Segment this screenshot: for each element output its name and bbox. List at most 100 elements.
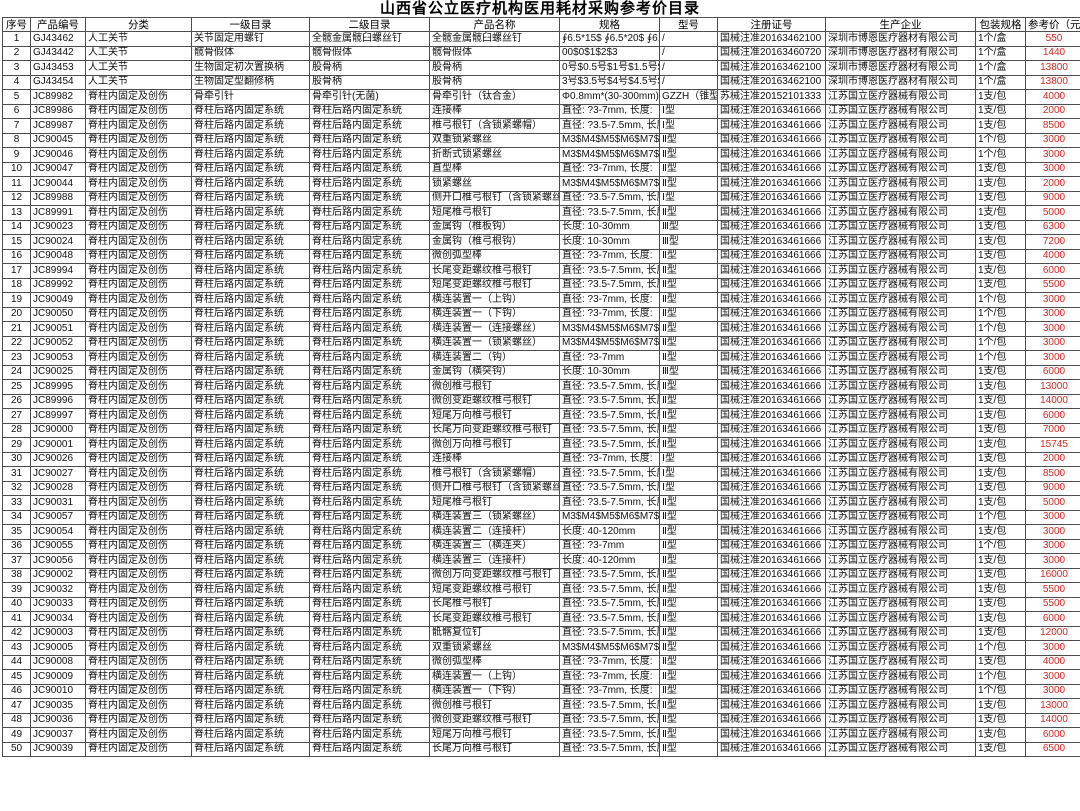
table-cell: 1个/包 — [975, 306, 1026, 322]
table-cell: 骨牵引针（钛合金） — [429, 89, 560, 105]
table-cell: 3000 — [1025, 306, 1080, 322]
table-cell: 国械注准20163462100 — [717, 31, 826, 47]
table-cell: 45 — [2, 669, 31, 685]
table-cell: 脊柱后路内固定系统 — [309, 292, 430, 308]
table-cell: 1个/盒 — [975, 45, 1026, 61]
table-cell: JC90008 — [30, 654, 86, 670]
table-cell: 国械注准20163461666 — [717, 640, 826, 656]
table-cell: 脊柱内固定及创伤 — [85, 640, 192, 656]
table-cell: 国械注准20163461666 — [717, 321, 826, 337]
table-cell: JC90009 — [30, 669, 86, 685]
table-cell: 1支/包 — [975, 480, 1026, 496]
table-cell: 脊柱后路内固定系统 — [191, 118, 310, 134]
table-cell: 国械注准20163461666 — [717, 335, 826, 351]
table-cell: 长尾椎弓根钉 — [429, 596, 560, 612]
table-cell: 横连装置二（连接杆） — [429, 524, 560, 540]
table-cell: 金属钩（椎弓根钩） — [429, 234, 560, 250]
table-cell: 脊柱后路内固定系统 — [191, 727, 310, 743]
table-cell: M3$M4$M5$M6$M7$M8 — [559, 640, 660, 656]
table-cell: 国械注准20163461666 — [717, 306, 826, 322]
table-cell: 脊柱后路内固定系统 — [309, 611, 430, 627]
table-cell: 8500 — [1025, 118, 1080, 134]
table-cell: 国械注准20163461666 — [717, 292, 826, 308]
table-cell: 脊柱内固定及创伤 — [85, 437, 192, 453]
table-cell: 短尾万向椎弓根钉 — [429, 408, 560, 424]
table-cell: 江苏国立医疗器械有限公司 — [825, 379, 976, 395]
table-cell: 短尾变距螺纹椎弓根钉 — [429, 277, 560, 293]
table-row: 15 JC90024 脊柱内固定及创伤 脊柱后路内固定系统 脊柱后路内固定系统 金属钩（椎… — [2, 234, 1080, 250]
table-cell: 直径: ?3-7mm, 长度: — [559, 654, 660, 670]
table-cell: 脊柱内固定及创伤 — [85, 683, 192, 699]
table-cell: 国械注准20163461666 — [717, 538, 826, 554]
table-cell: 3000 — [1025, 321, 1080, 337]
table-cell: Ⅱ型 — [659, 205, 718, 221]
table-cell: 脊柱后路内固定系统 — [191, 103, 310, 119]
table-cell: 江苏国立医疗器械有限公司 — [825, 321, 976, 337]
table-cell: 24 — [2, 364, 31, 380]
table-cell: 椎弓根钉（含锁紧螺帽） — [429, 466, 560, 482]
table-cell: 脊柱后路内固定系统 — [309, 364, 430, 380]
table-cell: 长尾变距螺纹椎弓根钉 — [429, 263, 560, 279]
table-cell: 1个/包 — [975, 292, 1026, 308]
table-cell: 生物固定型翻修柄 — [191, 74, 310, 90]
table-cell: 江苏国立医疗器械有限公司 — [825, 263, 976, 279]
table-row: 31 JC90027 脊柱内固定及创伤 脊柱后路内固定系统 脊柱后路内固定系统 椎弓根钉（… — [2, 466, 1080, 482]
table-cell: JC90034 — [30, 611, 86, 627]
table-cell: 脊柱后路内固定系统 — [309, 524, 430, 540]
table-cell: 10 — [2, 161, 31, 177]
table-row: 37 JC90056 脊柱内固定及创伤 脊柱后路内固定系统 脊柱后路内固定系统 横连装置三… — [2, 553, 1080, 569]
table-cell: 17 — [2, 263, 31, 279]
table-cell: 直径: ?3-7mm, 长度: — [559, 103, 660, 119]
table-cell: 国械注准20163461666 — [717, 611, 826, 627]
table-cell: 国械注准20163461666 — [717, 553, 826, 569]
table-cell: 脊柱内固定及创伤 — [85, 132, 192, 148]
table-cell: 5500 — [1025, 277, 1080, 293]
table-cell: 9000 — [1025, 480, 1080, 496]
table-cell: 连接棒 — [429, 451, 560, 467]
table-cell: 36 — [2, 538, 31, 554]
table-cell: 6000 — [1025, 611, 1080, 627]
table-cell: 1支/包 — [975, 364, 1026, 380]
column-header: 参考价（元） — [1025, 17, 1080, 32]
table-row: 20 JC90050 脊柱内固定及创伤 脊柱后路内固定系统 脊柱后路内固定系统 横连装置一… — [2, 306, 1080, 322]
table-cell: Ⅱ型 — [659, 553, 718, 569]
table-cell: 1支/包 — [975, 190, 1026, 206]
table-cell: 国械注准20163461666 — [717, 741, 826, 757]
table-cell: 1支/包 — [975, 393, 1026, 409]
table-row: 34 JC90057 脊柱内固定及创伤 脊柱后路内固定系统 脊柱后路内固定系统 横连装置三… — [2, 509, 1080, 525]
table-cell: 国械注准20163461666 — [717, 364, 826, 380]
table-cell: 1支/包 — [975, 176, 1026, 192]
table-cell: 脊柱后路内固定系统 — [191, 292, 310, 308]
table-cell: 脊柱后路内固定系统 — [191, 437, 310, 453]
table-cell: Ⅱ型 — [659, 625, 718, 641]
table-cell: 5500 — [1025, 596, 1080, 612]
table-cell: 金属钩（椎板钩） — [429, 219, 560, 235]
table-cell: 短尾椎弓根钉 — [429, 205, 560, 221]
table-cell: 脊柱内固定及创伤 — [85, 538, 192, 554]
table-cell: 3000 — [1025, 292, 1080, 308]
table-cell: 18 — [2, 277, 31, 293]
table-cell: 30 — [2, 451, 31, 467]
table-row: 39 JC90032 脊柱内固定及创伤 脊柱后路内固定系统 脊柱后路内固定系统 短尾变距螺… — [2, 582, 1080, 598]
table-cell: 1个/包 — [975, 132, 1026, 148]
table-cell: 国械注准20163461666 — [717, 567, 826, 583]
table-cell: Ⅱ型 — [659, 596, 718, 612]
table-cell: Ⅱ型 — [659, 248, 718, 264]
price-table: 序号 产品编号 分类 一级目录 二级目录 产品名称 规格 型号 注册证号 生产企业 包装规格 参考价（… — [2, 17, 1080, 757]
table-cell: 脊柱后路内固定系统 — [191, 408, 310, 424]
table-cell: 国械注准20163461666 — [717, 422, 826, 438]
table-cell: 1支/包 — [975, 611, 1026, 627]
table-cell: 脊柱后路内固定系统 — [191, 538, 310, 554]
table-cell: Ⅱ型 — [659, 321, 718, 337]
table-cell: 国械注准20163461666 — [717, 509, 826, 525]
table-cell: 国械注准20163461666 — [717, 480, 826, 496]
table-cell: 横连装置一（下钩） — [429, 683, 560, 699]
table-cell: 1支/包 — [975, 524, 1026, 540]
table-cell: 直径: ?3-7mm — [559, 350, 660, 366]
table-cell: 脊柱后路内固定系统 — [309, 640, 430, 656]
table-cell: 脊柱后路内固定系统 — [309, 393, 430, 409]
table-cell: / — [659, 74, 718, 90]
table-cell: JC90036 — [30, 712, 86, 728]
table-cell: 13000 — [1025, 379, 1080, 395]
table-cell: 13800 — [1025, 60, 1080, 76]
